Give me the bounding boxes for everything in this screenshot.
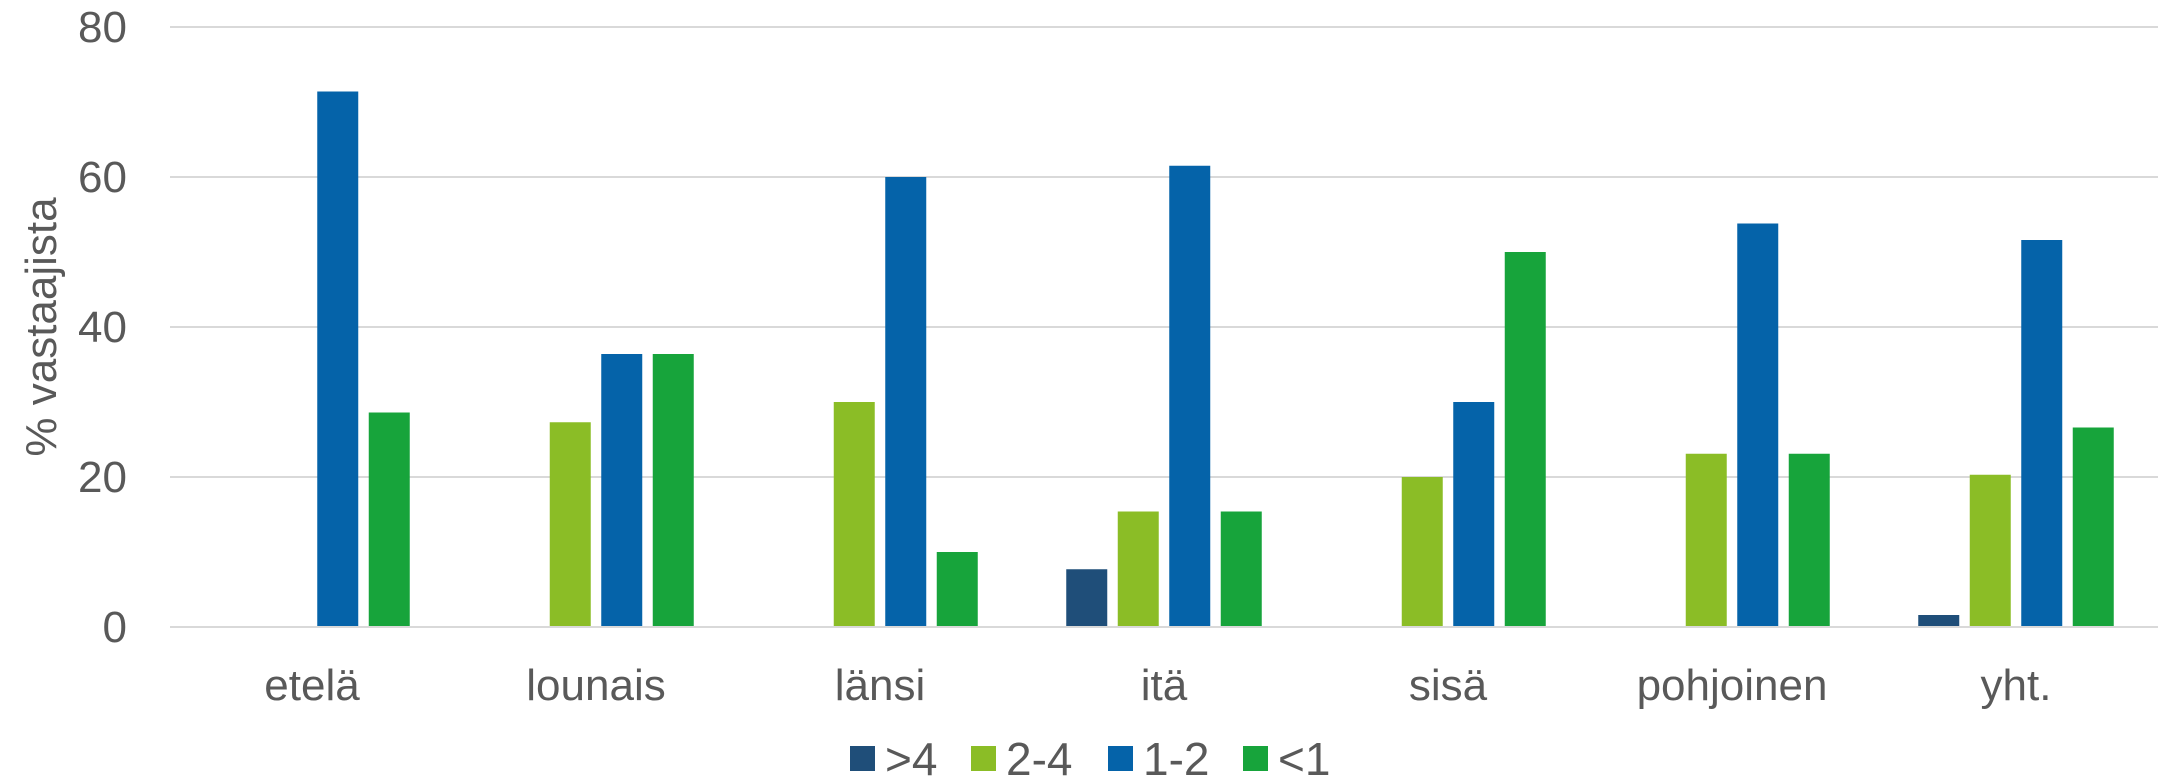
- bar-itä-1-2: [1169, 165, 1211, 627]
- gridlines: [170, 26, 2158, 478]
- legend: >4 2-4 1-2 <1: [850, 733, 1330, 780]
- x-tick-label: itä: [1141, 661, 1188, 710]
- bar-länsi-1-2: [885, 177, 927, 627]
- bar-pohjoinen-1-2: [1737, 223, 1779, 627]
- bar-lounais-2-4: [549, 422, 591, 627]
- x-tick-label: yht.: [1981, 661, 2052, 710]
- bar-itä-<1: [1220, 511, 1262, 627]
- x-tick-label: lounais: [526, 661, 665, 710]
- y-axis-title: % vastaajista: [17, 197, 66, 457]
- y-tick-label: 20: [78, 453, 127, 502]
- legend-swatch: [850, 746, 875, 771]
- bar-sisä-<1: [1504, 252, 1546, 627]
- bar-itä-2-4: [1117, 511, 1159, 627]
- bar-sisä-1-2: [1453, 402, 1495, 627]
- x-tick-label: etelä: [264, 661, 360, 710]
- x-tick-label: länsi: [835, 661, 926, 710]
- y-tick-label: 40: [78, 303, 127, 352]
- x-tick-label: sisä: [1409, 661, 1488, 710]
- bar-pohjoinen-<1: [1788, 453, 1830, 627]
- bar-lounais-<1: [652, 354, 694, 627]
- x-axis-ticks: etelä lounais länsi itä sisä pohjoinen yht.: [264, 661, 2051, 710]
- legend-label: 1-2: [1143, 733, 1209, 780]
- bar-yht.-<1: [2072, 427, 2114, 627]
- bar-lounais-1-2: [601, 354, 643, 627]
- bars: [317, 91, 2114, 627]
- legend-label: 2-4: [1006, 733, 1072, 780]
- y-tick-label: 80: [78, 3, 127, 52]
- bar-pohjoinen-2-4: [1685, 453, 1727, 627]
- legend-label: >4: [885, 733, 937, 780]
- legend-swatch: [1243, 746, 1268, 771]
- bar-länsi-2-4: [833, 402, 875, 627]
- legend-label: <1: [1278, 733, 1330, 780]
- y-axis-ticks: 0 20 40 60 80: [78, 3, 127, 652]
- legend-swatch: [971, 746, 996, 771]
- bar-länsi-<1: [936, 552, 978, 627]
- y-tick-label: 60: [78, 153, 127, 202]
- y-tick-label: 0: [103, 603, 127, 652]
- bar-etelä-1-2: [317, 91, 359, 627]
- bar-etelä-<1: [368, 412, 410, 627]
- legend-swatch: [1108, 746, 1133, 771]
- bar-yht.-1-2: [2021, 240, 2063, 627]
- bar-yht.-2-4: [1969, 474, 2011, 627]
- bar-sisä-2-4: [1401, 477, 1443, 627]
- bar-yht.->4: [1918, 615, 1960, 627]
- x-tick-label: pohjoinen: [1637, 661, 1828, 710]
- bar-itä->4: [1066, 569, 1108, 627]
